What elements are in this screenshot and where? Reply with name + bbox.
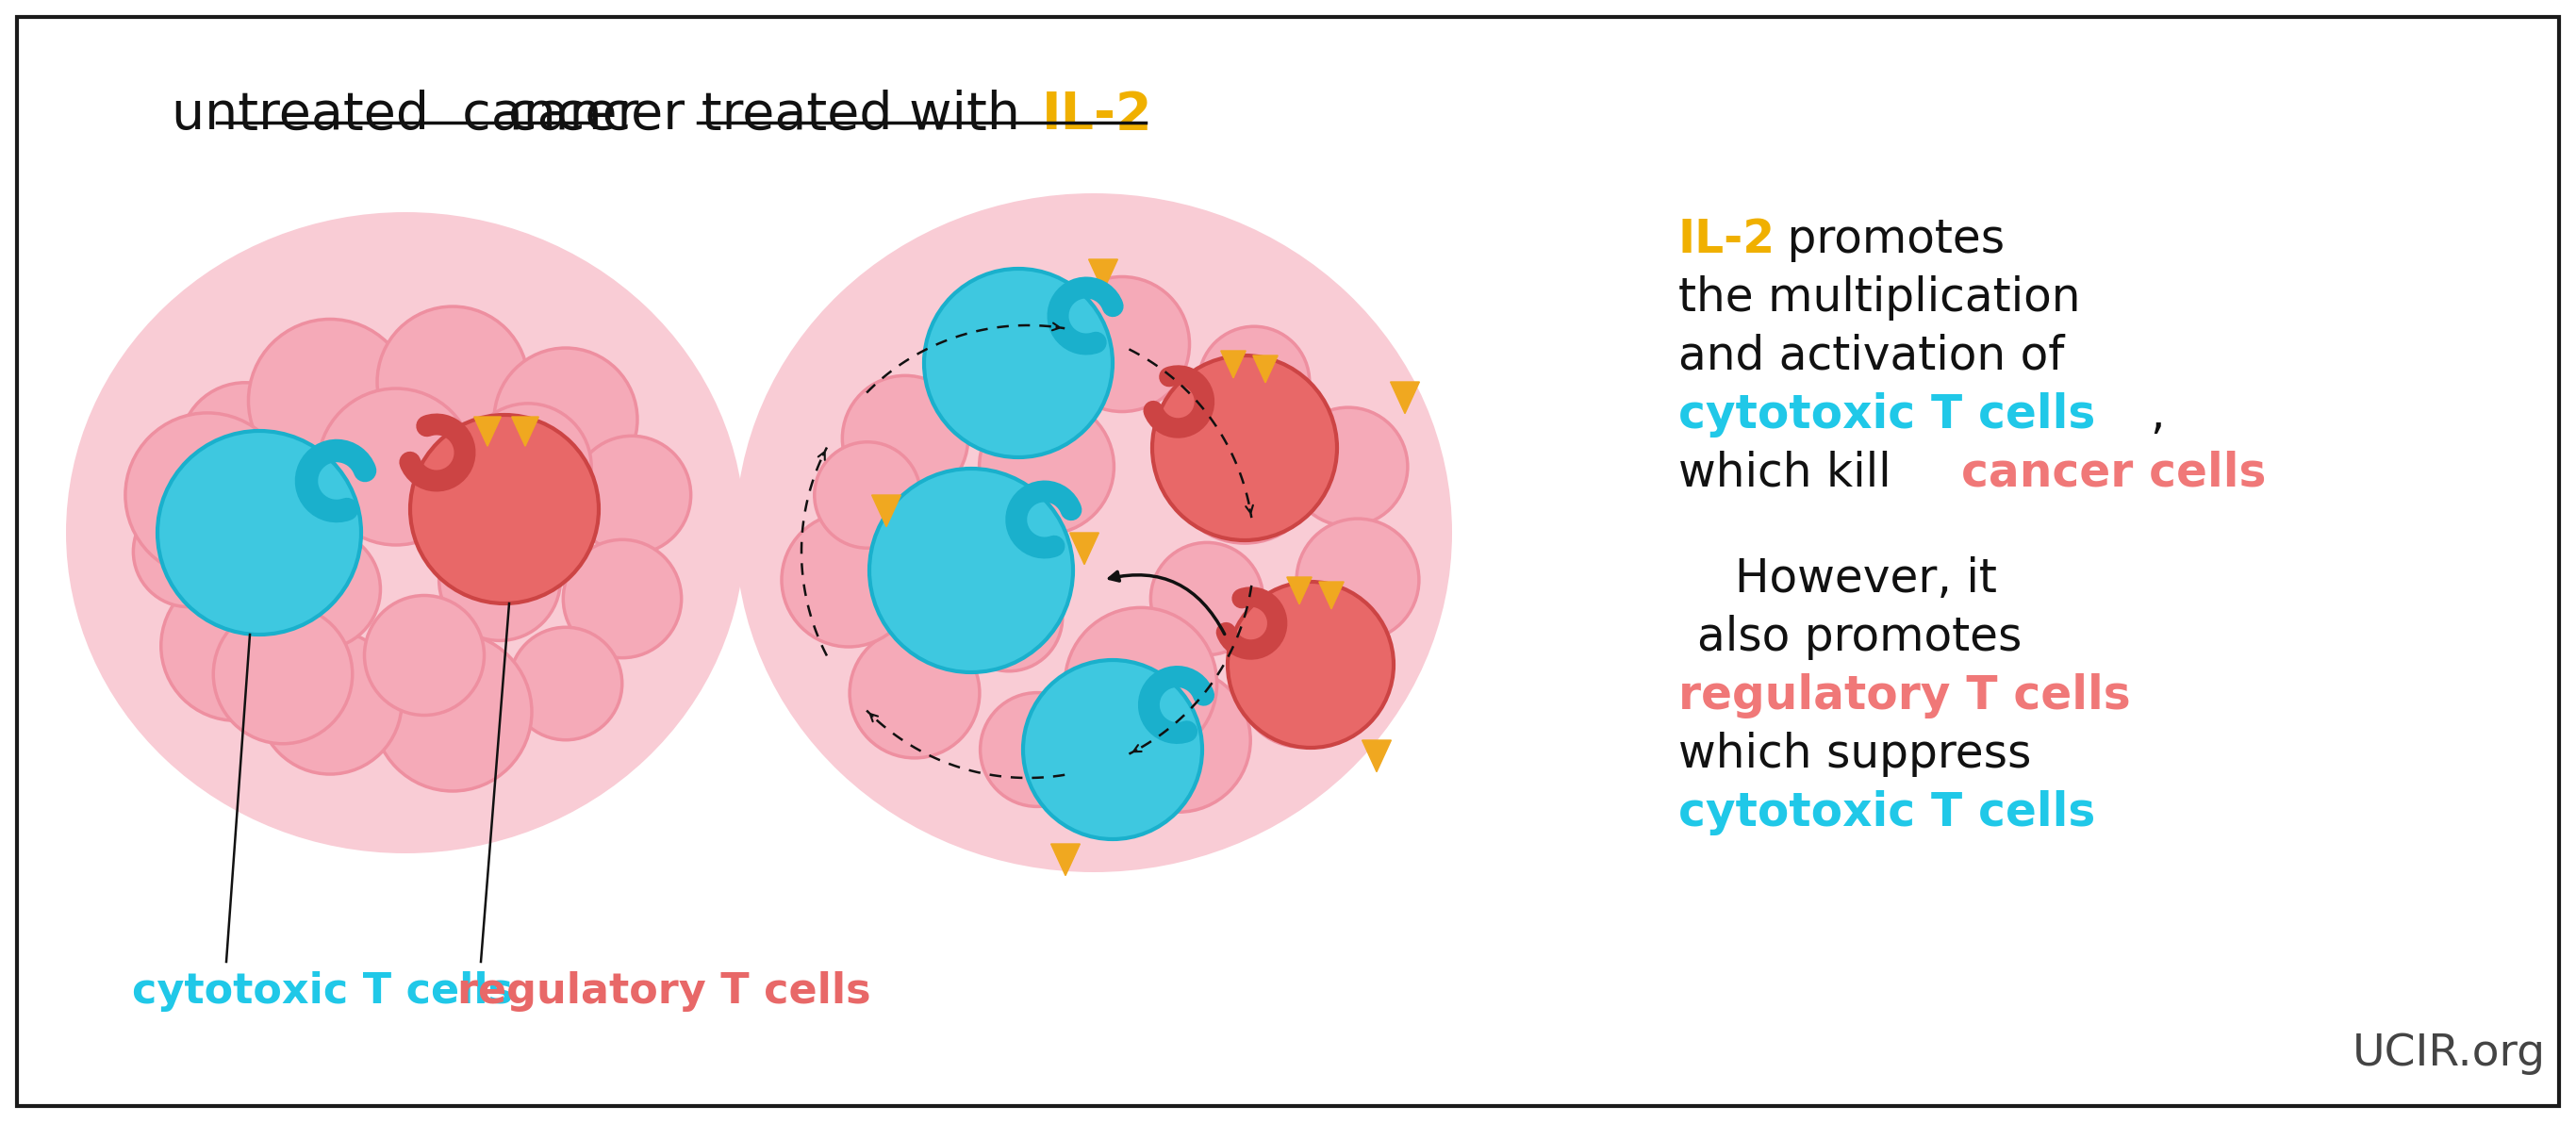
Polygon shape [474, 417, 500, 446]
Text: ,: , [2151, 392, 2164, 438]
Polygon shape [871, 495, 902, 527]
Circle shape [814, 442, 920, 548]
Circle shape [374, 632, 531, 791]
Text: regulatory T cells: regulatory T cells [459, 971, 871, 1012]
Text: IL-2: IL-2 [1680, 217, 1775, 262]
Circle shape [842, 375, 969, 501]
Circle shape [1108, 668, 1249, 812]
Circle shape [510, 628, 621, 740]
Text: regulatory T cells: regulatory T cells [1680, 673, 2130, 718]
Circle shape [260, 529, 381, 649]
Polygon shape [1252, 356, 1278, 383]
Polygon shape [1391, 382, 1419, 413]
Circle shape [850, 628, 979, 758]
Circle shape [1288, 408, 1406, 526]
Circle shape [925, 268, 1113, 457]
Circle shape [247, 319, 412, 482]
Circle shape [956, 564, 1061, 672]
Text: promotes: promotes [1772, 217, 2004, 262]
Ellipse shape [737, 193, 1453, 873]
Circle shape [317, 389, 474, 545]
Polygon shape [1363, 740, 1391, 772]
Text: and activation of: and activation of [1680, 334, 2063, 380]
Polygon shape [1090, 259, 1118, 291]
Text: cancer treated with: cancer treated with [507, 90, 1038, 140]
Polygon shape [1069, 532, 1100, 565]
Circle shape [363, 595, 484, 715]
Polygon shape [1288, 577, 1311, 604]
Text: However, it: However, it [1734, 556, 1996, 601]
Circle shape [464, 403, 592, 530]
FancyArrowPatch shape [1110, 572, 1224, 634]
Circle shape [180, 383, 312, 513]
Circle shape [1054, 276, 1190, 412]
Circle shape [495, 348, 636, 491]
Circle shape [1236, 620, 1365, 747]
Text: which suppress: which suppress [1680, 731, 2032, 777]
Circle shape [572, 436, 690, 554]
Circle shape [868, 468, 1074, 673]
Text: cancer cells: cancer cells [1960, 450, 2267, 496]
Text: cytotoxic T cells: cytotoxic T cells [131, 971, 513, 1012]
Circle shape [1296, 519, 1419, 641]
Circle shape [981, 693, 1095, 806]
Circle shape [376, 307, 528, 457]
Ellipse shape [67, 212, 744, 853]
Circle shape [1167, 391, 1321, 544]
Circle shape [258, 631, 402, 774]
Circle shape [1151, 542, 1262, 655]
Circle shape [1023, 660, 1203, 839]
Circle shape [214, 604, 353, 743]
Text: untreated  cancer: untreated cancer [173, 90, 639, 140]
Circle shape [157, 431, 361, 634]
Circle shape [438, 519, 562, 640]
Text: also promotes: also promotes [1698, 614, 2022, 659]
Text: cytotoxic T cells: cytotoxic T cells [1680, 392, 2094, 438]
Circle shape [1229, 582, 1394, 748]
Circle shape [410, 414, 598, 603]
Polygon shape [1051, 843, 1079, 876]
Polygon shape [1221, 350, 1247, 378]
Circle shape [564, 540, 683, 658]
Circle shape [162, 572, 312, 721]
Polygon shape [513, 417, 538, 446]
Circle shape [1064, 608, 1216, 759]
Circle shape [126, 413, 289, 577]
Circle shape [1198, 327, 1309, 437]
Text: the multiplication: the multiplication [1680, 275, 2081, 320]
Circle shape [781, 513, 914, 647]
Circle shape [1151, 356, 1337, 540]
Text: IL-2: IL-2 [1041, 90, 1154, 140]
Text: UCIR.org: UCIR.org [2352, 1032, 2545, 1075]
Text: which kill: which kill [1680, 450, 1906, 496]
Polygon shape [1319, 582, 1345, 609]
Circle shape [134, 496, 245, 606]
Circle shape [930, 313, 1048, 431]
Circle shape [979, 400, 1113, 535]
Text: cytotoxic T cells: cytotoxic T cells [1680, 789, 2094, 836]
